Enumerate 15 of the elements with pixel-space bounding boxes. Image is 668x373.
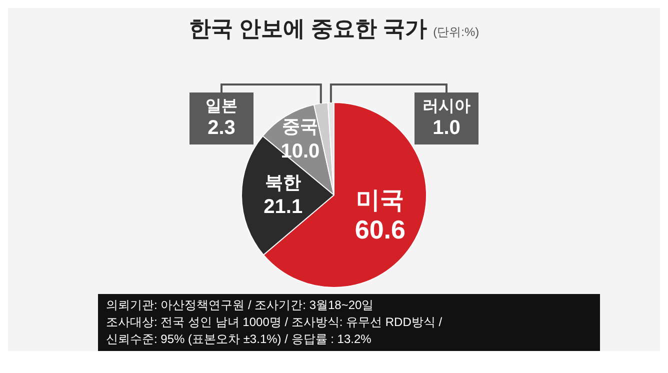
text: 조사대상: 전국 성인 남녀 1000명 / 조사방식: 유무선 RDD방식 / [106, 314, 444, 331]
text: 신뢰수준: 95% (표본오차 ±3.1%) / 응답률 : 13.2% [106, 331, 372, 348]
chart-title: 한국 안보에 중요한 국가 [188, 16, 428, 41]
slice-label: 러시아 [422, 98, 470, 115]
slice-label: 중국 [282, 116, 318, 137]
chart-subtitle: (단위:%) [433, 25, 480, 39]
slice-label: 미국 [356, 186, 404, 214]
data-label: 60.6 [354, 214, 406, 245]
text: 의뢰기관: 아산정책연구원 / 조사기간: 3월18~20일 [106, 297, 375, 314]
data-label: 2.3 [208, 117, 236, 140]
data-label: 21.1 [264, 196, 303, 218]
data-label: 1.0 [432, 117, 460, 140]
data-label: 10.0 [280, 140, 320, 162]
slice-label: 일본 [206, 98, 238, 115]
slice-label: 북한 [265, 172, 302, 192]
